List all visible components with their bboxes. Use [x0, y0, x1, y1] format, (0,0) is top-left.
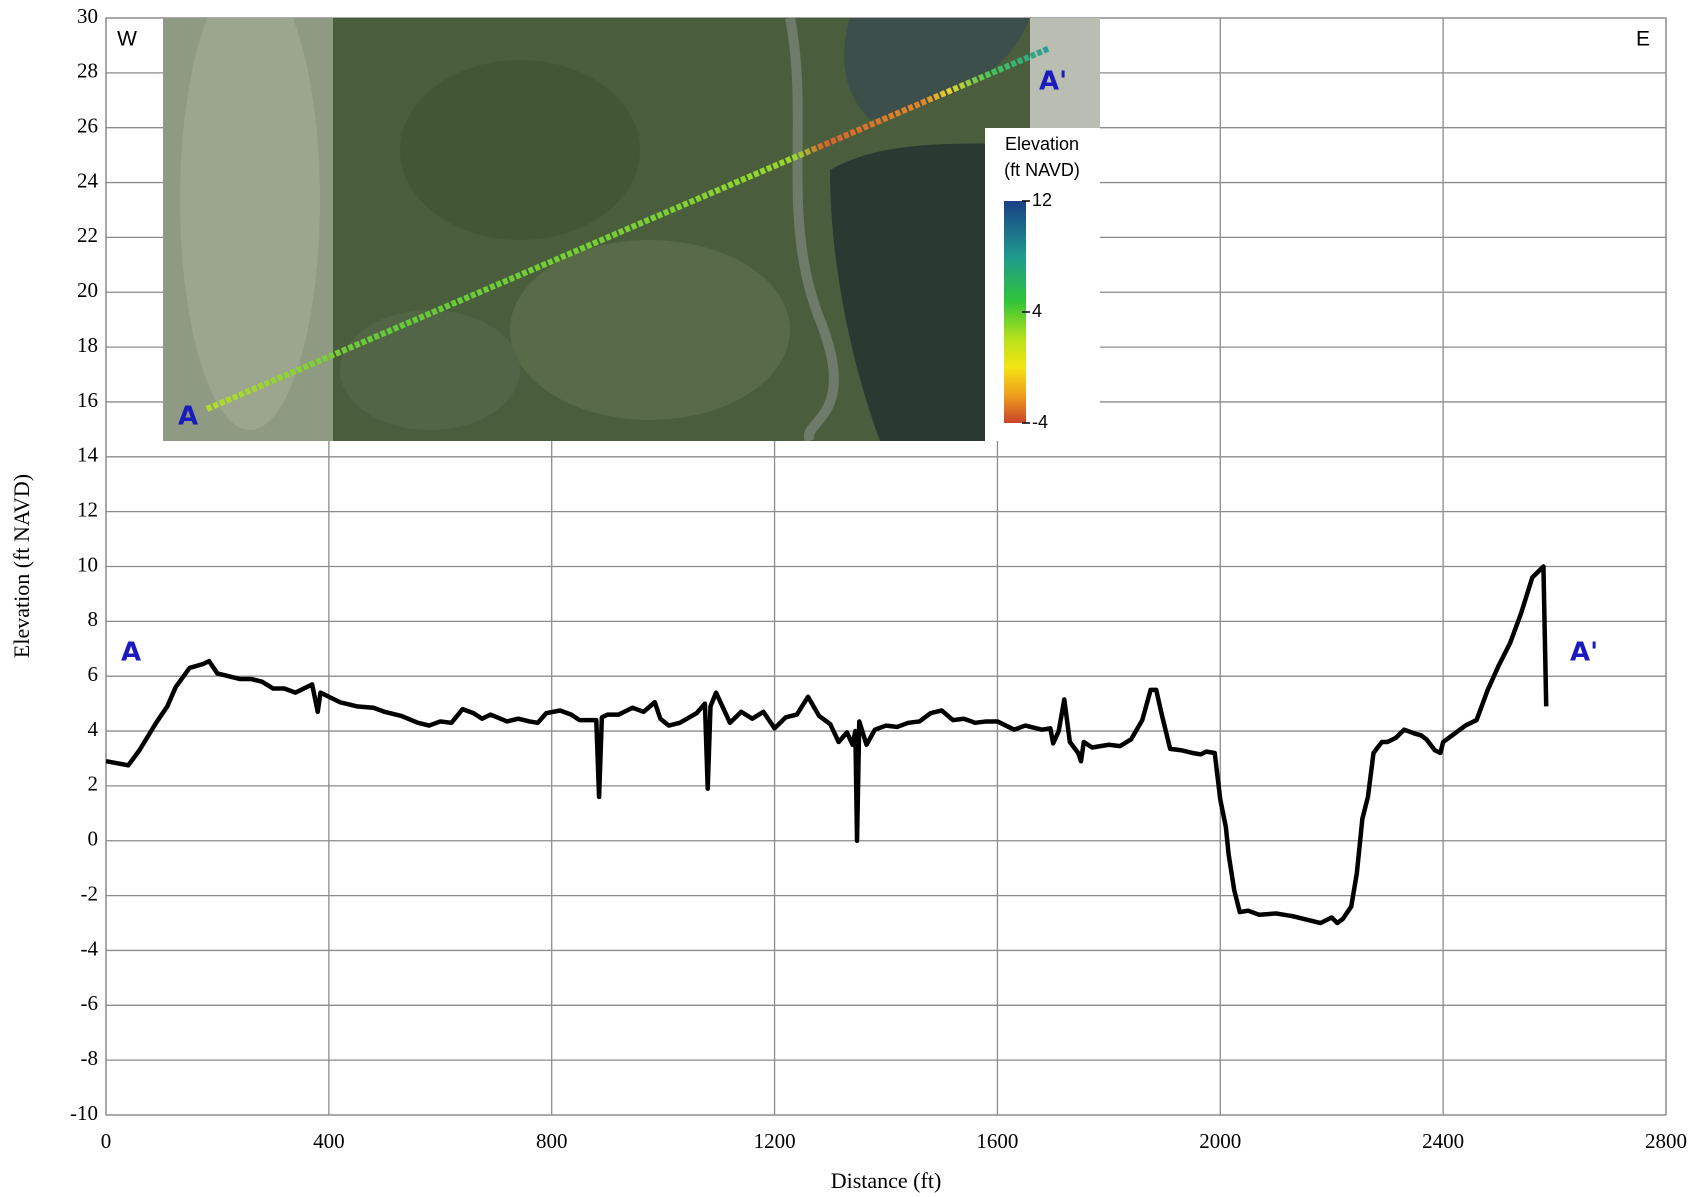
- y-tick-label: 20: [77, 278, 98, 302]
- inset-map: [163, 0, 1100, 441]
- chart: Elevation (ft NAVD) A A' W E A A' Distan…: [0, 0, 1698, 1197]
- y-tick-label: 4: [88, 717, 99, 741]
- y-tick-label: 30: [77, 4, 98, 28]
- y-tick-label: 2: [88, 772, 99, 796]
- x-tick-label: 2800: [1645, 1129, 1687, 1153]
- page: Elevation (ft NAVD) A A' W E A A' Distan…: [0, 0, 1698, 1197]
- colorbar-title: Elevation: [1005, 134, 1079, 154]
- y-tick-label: 28: [77, 59, 98, 83]
- start-label: A: [121, 638, 141, 668]
- x-axis-label: Distance (ft): [831, 1168, 942, 1193]
- colorbar-title: (ft NAVD): [1004, 160, 1080, 180]
- x-tick-label: 400: [313, 1129, 345, 1153]
- x-tick-label: 2400: [1422, 1129, 1464, 1153]
- colorbar-tick-label: 12: [1032, 190, 1052, 210]
- colorbar-tick-label: -4: [1032, 412, 1048, 432]
- y-tick-label: 26: [77, 114, 98, 138]
- end-label: A': [1570, 638, 1598, 668]
- x-tick-label: 2000: [1199, 1129, 1241, 1153]
- y-tick-label: 24: [77, 168, 99, 192]
- y-tick-label: 14: [77, 443, 99, 467]
- map-marsh: [400, 60, 640, 240]
- y-tick-label: 0: [88, 827, 99, 851]
- east-label: E: [1636, 28, 1650, 51]
- y-tick-label: -4: [81, 936, 99, 960]
- map-marsh: [340, 310, 520, 430]
- y-tick-label: 10: [77, 552, 98, 576]
- y-tick-label: 16: [77, 388, 98, 412]
- y-tick-label: 12: [77, 497, 98, 521]
- x-tick-label: 800: [536, 1129, 568, 1153]
- y-tick-label: -6: [81, 991, 99, 1015]
- y-tick-label: -2: [81, 881, 99, 905]
- y-axis-label: Elevation (ft NAVD): [9, 474, 34, 658]
- y-tick-label: 18: [77, 333, 98, 357]
- x-tick-label: 1600: [976, 1129, 1018, 1153]
- west-label: W: [117, 28, 137, 51]
- x-tick-label: 0: [101, 1129, 112, 1153]
- profile-line: [106, 567, 1546, 924]
- inset-start-label: A: [178, 402, 198, 432]
- y-tick-label: -8: [81, 1046, 99, 1070]
- y-tick-label: 8: [88, 607, 99, 631]
- x-tick-label: 1200: [754, 1129, 796, 1153]
- y-tick-label: 6: [88, 662, 99, 686]
- map-marsh: [510, 240, 790, 420]
- y-tick-label: -10: [70, 1101, 98, 1125]
- colorbar-tick-label: 4: [1032, 301, 1042, 321]
- inset-end-label: A': [1039, 67, 1067, 97]
- y-tick-label: 22: [77, 223, 98, 247]
